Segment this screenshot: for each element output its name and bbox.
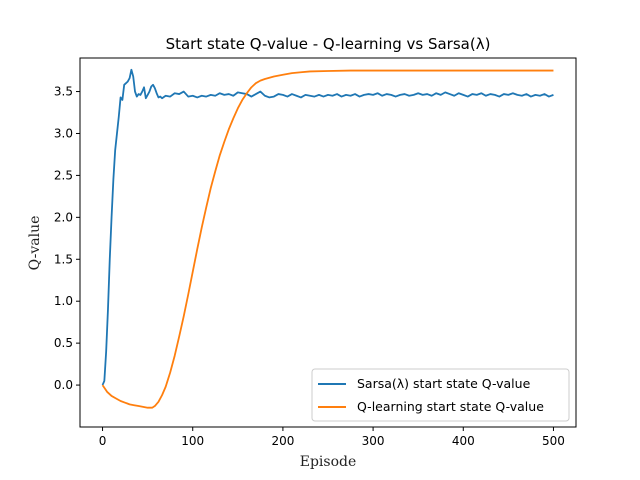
x-tick-label: 0 (99, 434, 107, 448)
y-tick-label: 2.0 (54, 210, 73, 224)
plot-area-frame (79, 57, 577, 428)
y-tick-label: 0.5 (54, 336, 73, 350)
y-tick-label: 2.5 (54, 168, 73, 182)
y-tick-label: 0.0 (54, 378, 73, 392)
y-tick-label: 1.0 (54, 294, 73, 308)
x-tick-label: 400 (452, 434, 475, 448)
y-tick-label: 3.0 (54, 126, 73, 140)
x-axis-ticks: 0 100 200 300 400 500 (99, 427, 565, 448)
y-tick-label: 3.5 (54, 85, 73, 99)
legend-label-sarsa: Sarsa(λ) start state Q-value (357, 376, 531, 391)
x-tick-label: 500 (542, 434, 565, 448)
x-tick-label: 300 (362, 434, 385, 448)
y-tick-label: 1.5 (54, 252, 73, 266)
legend: Sarsa(λ) start state Q-value Q-learning … (311, 368, 570, 422)
x-tick-label: 100 (181, 434, 204, 448)
y-axis-ticks: 0.0 0.5 1.0 1.5 2.0 2.5 3.0 3.5 (54, 85, 80, 392)
x-axis-label: Episode (300, 454, 357, 470)
series-layer (101, 68, 554, 409)
x-tick-label: 200 (271, 434, 294, 448)
legend-box (311, 368, 570, 422)
chart-title: Start state Q-value - Q-learning vs Sars… (166, 35, 491, 53)
series-line-q-learning (101, 69, 554, 409)
series-line-sarsa (101, 68, 554, 386)
legend-label-q-learning: Q-learning start state Q-value (357, 399, 544, 414)
y-axis-label: Q-value (27, 216, 43, 271)
